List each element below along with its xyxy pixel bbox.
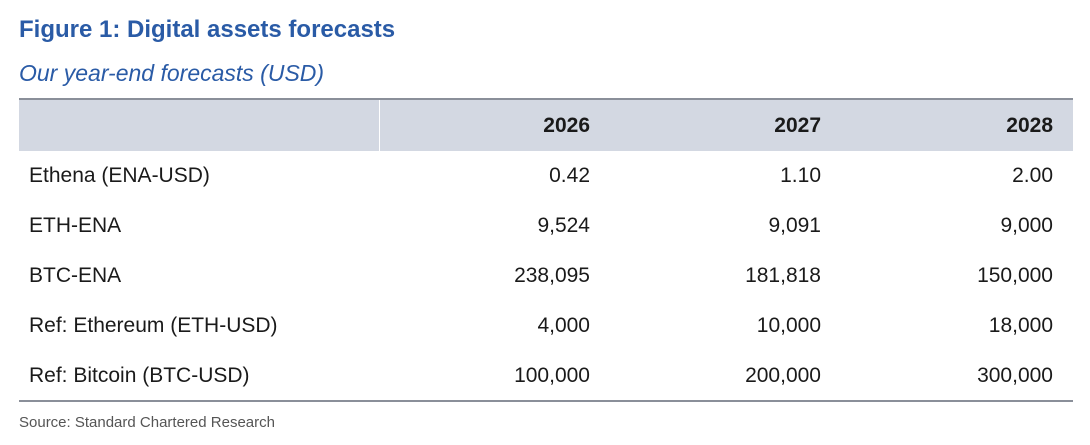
table-cell: 181,818	[745, 264, 821, 287]
table-cell: 100,000	[514, 363, 590, 387]
table-cell: 2.00	[1012, 164, 1053, 187]
row-label: Ethena (ENA-USD)	[29, 164, 210, 187]
header-row: 2026 2027 2028	[19, 99, 1073, 151]
table-cell: 9,524	[537, 214, 590, 237]
table-header: 2026 2027 2028	[19, 99, 1073, 151]
figure-subtitle: Our year-end forecasts (USD)	[19, 60, 325, 86]
forecast-table: 2026 2027 2028 Ethena (ENA-USD) 0.42 1.1…	[19, 98, 1073, 402]
header-year-2028: 2028	[1006, 113, 1053, 137]
table-cell: 9,091	[768, 214, 821, 237]
table-cell: 18,000	[988, 314, 1053, 337]
table-row: ETH-ENA 9,524 9,091 9,000	[19, 201, 1073, 251]
table-row: Ref: Bitcoin (BTC-USD) 100,000 200,000 3…	[19, 351, 1073, 401]
row-label: Ref: Ethereum (ETH-USD)	[29, 314, 278, 337]
table-cell: 150,000	[977, 264, 1053, 287]
header-year-2027: 2027	[774, 113, 821, 137]
header-corner	[19, 99, 380, 151]
table-cell: 0.42	[549, 164, 590, 187]
source-note: Source: Standard Chartered Research	[19, 414, 275, 431]
table-cell: 4,000	[537, 314, 590, 337]
table-cell: 200,000	[745, 363, 821, 387]
row-label: BTC-ENA	[29, 264, 122, 287]
table-cell: 238,095	[514, 264, 590, 287]
table-row: BTC-ENA 238,095 181,818 150,000	[19, 251, 1073, 301]
header-year-2026: 2026	[543, 113, 590, 137]
table-body: Ethena (ENA-USD) 0.42 1.10 2.00 ETH-ENA …	[19, 151, 1073, 401]
row-label: Ref: Bitcoin (BTC-USD)	[29, 363, 250, 387]
table-cell: 10,000	[756, 314, 821, 337]
table-row: Ethena (ENA-USD) 0.42 1.10 2.00	[19, 151, 1073, 201]
forecast-table-container: 2026 2027 2028 Ethena (ENA-USD) 0.42 1.1…	[19, 98, 1073, 402]
table-row: Ref: Ethereum (ETH-USD) 4,000 10,000 18,…	[19, 301, 1073, 351]
figure-title: Figure 1: Digital assets forecasts	[19, 16, 396, 43]
row-label: ETH-ENA	[29, 214, 122, 237]
table-cell: 9,000	[1000, 214, 1053, 237]
table-cell: 300,000	[977, 363, 1053, 387]
table-cell: 1.10	[780, 164, 821, 187]
